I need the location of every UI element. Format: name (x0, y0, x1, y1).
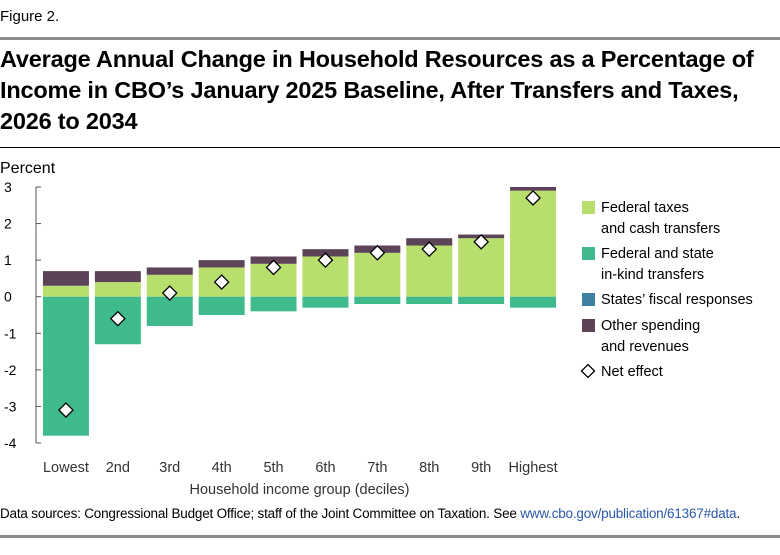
x-axis-label: Household income group (deciles) (189, 482, 409, 498)
legend-swatch (582, 319, 595, 332)
source-note: Data sources: Congressional Budget Offic… (0, 506, 740, 521)
y-tick-label: 0 (4, 289, 12, 305)
legend-swatch (582, 293, 595, 306)
legend-label: Other spending (601, 318, 700, 334)
bar-segment (198, 296, 245, 315)
bar-segment (94, 271, 141, 283)
x-tick-label: 4th (212, 460, 232, 476)
net-effect-marker (369, 244, 386, 261)
bar-segment (42, 285, 89, 297)
bar-segment (354, 296, 401, 305)
stacked-bar-chart: Percent 3 2 1 0 -1 -2 -3 -4 Lowest 2nd 3rd 4th 5th 6th… (0, 160, 753, 498)
net-effect-marker (525, 190, 541, 206)
net-effect-marker (421, 241, 438, 258)
legend-net-effect-marker (580, 363, 596, 379)
bar-segment (250, 296, 297, 312)
y-tick-label: 1 (4, 252, 12, 268)
legend-label: and cash transfers (601, 221, 720, 237)
net-effect-marker (161, 285, 178, 301)
title-separator (0, 147, 780, 148)
x-tick-label: 8th (419, 460, 439, 476)
bar-segment (302, 296, 349, 308)
y-tick-label: -2 (4, 362, 17, 378)
bar-segment (458, 296, 505, 305)
x-tick-label: Lowest (43, 460, 89, 476)
source-period: . (736, 506, 740, 521)
x-tick-label: 3rd (159, 460, 180, 476)
net-effect-marker (58, 402, 74, 419)
bar-segment (510, 190, 557, 297)
source-link[interactable]: www.cbo.gov/publication/61367#data (520, 506, 737, 521)
legend-label: in-kind transfers (601, 267, 704, 283)
y-tick-label: 3 (4, 179, 12, 195)
y-tick-label: -1 (4, 325, 17, 341)
x-tick-label: 9th (471, 460, 491, 476)
bar-segment (42, 271, 89, 286)
bar-segment (510, 296, 557, 308)
legend-label: Federal taxes (601, 200, 689, 216)
bar-segment (146, 296, 193, 326)
x-tick-label: 2nd (106, 460, 130, 476)
y-tick-label: -3 (4, 398, 17, 414)
x-tick-label: 7th (367, 460, 387, 476)
figure-label: Figure 2. (0, 8, 60, 25)
bar-segment (510, 187, 557, 191)
bottom-rule (0, 535, 780, 538)
x-tick-label: Highest (508, 460, 557, 476)
y-axis-label: Percent (0, 160, 56, 177)
net-effect-marker (317, 252, 334, 269)
y-tick-label: -4 (4, 435, 17, 451)
net-effect-marker (473, 233, 490, 250)
x-tick-label: 6th (315, 460, 335, 476)
legend-label: States’ fiscal responses (601, 292, 753, 308)
net-effect-marker (265, 259, 282, 276)
bar-segment (94, 282, 141, 297)
source-text: Data sources: Congressional Budget Offic… (0, 506, 521, 521)
bar-segment (146, 267, 193, 275)
net-effect-marker (109, 310, 126, 327)
y-tick-label: 2 (4, 216, 12, 232)
legend-label: and revenues (601, 339, 689, 355)
chart-area: Percent 3 2 1 0 -1 -2 -3 -4 Lowest 2nd 3rd 4th 5th 6th… (0, 150, 780, 500)
legend-label: Net effect (601, 364, 663, 380)
bar-segment (198, 260, 245, 268)
net-effect-marker (213, 274, 230, 291)
top-rule (0, 37, 780, 40)
legend-label: Federal and state (601, 246, 714, 262)
chart-title: Average Annual Change in Household Resou… (0, 46, 754, 134)
x-tick-label: 5th (263, 460, 283, 476)
legend-swatch (582, 201, 595, 214)
bar-segment (406, 296, 453, 305)
legend-swatch (582, 247, 595, 260)
